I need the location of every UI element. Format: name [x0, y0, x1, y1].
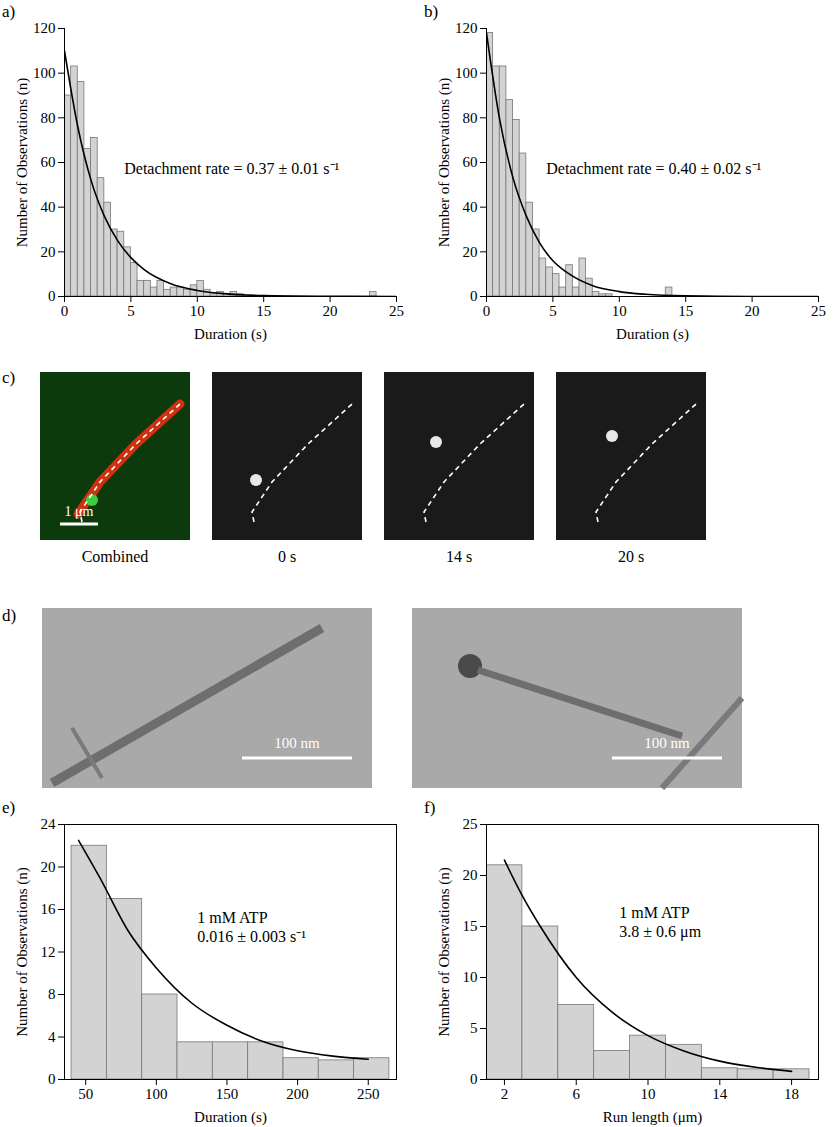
svg-text:Detachment rate = 0.37 ± 0.01: Detachment rate = 0.37 ± 0.01 s⁻¹	[124, 160, 339, 177]
svg-text:Run length (μm): Run length (μm)	[603, 1109, 703, 1126]
svg-text:200: 200	[286, 1086, 309, 1102]
svg-text:50: 50	[78, 1086, 93, 1102]
svg-text:1 mM ATP0.016 ± 0.003 s⁻¹: 1 mM ATP0.016 ± 0.003 s⁻¹	[197, 909, 306, 945]
svg-text:Combined: Combined	[82, 548, 149, 565]
svg-text:0: 0	[48, 288, 56, 304]
svg-text:14: 14	[712, 1086, 728, 1102]
svg-text:Number of Observations (n): Number of Observations (n)	[14, 78, 31, 248]
svg-text:0 s: 0 s	[278, 548, 296, 565]
svg-text:100: 100	[33, 65, 56, 81]
html-text:e): e)	[2, 798, 16, 817]
html-text:f): f)	[424, 798, 436, 817]
svg-text:100 nm: 100 nm	[274, 735, 320, 751]
svg-text:1 mM ATP3.8 ± 0.6 μm: 1 mM ATP3.8 ± 0.6 μm	[619, 904, 701, 941]
svg-text:40: 40	[41, 199, 56, 215]
svg-text:Number of Observations (n): Number of Observations (n)	[436, 867, 453, 1037]
html-text:a): a)	[2, 2, 16, 21]
svg-text:20: 20	[41, 244, 56, 260]
svg-text:25: 25	[463, 816, 478, 832]
svg-text:18: 18	[784, 1086, 799, 1102]
html-text:c): c)	[2, 368, 16, 387]
svg-text:10: 10	[463, 969, 478, 985]
svg-text:20: 20	[323, 303, 338, 319]
svg-text:15: 15	[678, 303, 693, 319]
svg-text:8: 8	[48, 986, 56, 1002]
svg-text:60: 60	[463, 154, 478, 170]
svg-text:2: 2	[501, 1086, 509, 1102]
svg-text:0: 0	[48, 1071, 56, 1087]
svg-text:20: 20	[41, 859, 56, 875]
svg-text:100: 100	[455, 65, 478, 81]
svg-text:20: 20	[745, 303, 760, 319]
html-text:d): d)	[2, 606, 17, 625]
svg-text:12: 12	[41, 944, 56, 960]
svg-text:20 s: 20 s	[618, 548, 644, 565]
svg-text:20: 20	[463, 867, 478, 883]
svg-text:15: 15	[256, 303, 271, 319]
svg-text:100: 100	[145, 1086, 168, 1102]
svg-text:5: 5	[470, 1020, 478, 1036]
svg-text:16: 16	[41, 901, 57, 917]
svg-text:5: 5	[549, 303, 557, 319]
svg-text:24: 24	[41, 816, 57, 832]
svg-text:14 s: 14 s	[446, 548, 472, 565]
svg-text:10: 10	[641, 1086, 656, 1102]
svg-text:150: 150	[216, 1086, 239, 1102]
svg-text:Number of Observations (n): Number of Observations (n)	[436, 78, 453, 248]
svg-text:4: 4	[48, 1029, 56, 1045]
svg-text:Number of Observations (n): Number of Observations (n)	[14, 867, 31, 1037]
svg-text:250: 250	[357, 1086, 380, 1102]
svg-text:1 μm: 1 μm	[65, 504, 94, 519]
svg-text:0: 0	[483, 303, 491, 319]
svg-text:0: 0	[61, 303, 69, 319]
svg-text:25: 25	[811, 303, 826, 319]
svg-text:10: 10	[612, 303, 627, 319]
svg-text:0: 0	[470, 1071, 478, 1087]
svg-text:6: 6	[572, 1086, 580, 1102]
svg-text:15: 15	[463, 918, 478, 934]
svg-text:120: 120	[33, 20, 56, 36]
svg-text:25: 25	[389, 303, 404, 319]
svg-text:Duration (s): Duration (s)	[194, 1109, 267, 1126]
svg-text:Duration (s): Duration (s)	[194, 326, 267, 343]
svg-text:60: 60	[41, 154, 56, 170]
svg-text:20: 20	[463, 244, 478, 260]
svg-text:100 nm: 100 nm	[644, 735, 690, 751]
svg-text:5: 5	[127, 303, 135, 319]
svg-text:0: 0	[470, 288, 478, 304]
svg-text:Duration (s): Duration (s)	[616, 326, 689, 343]
svg-text:10: 10	[190, 303, 205, 319]
svg-text:Detachment rate = 0.40 ± 0.02: Detachment rate = 0.40 ± 0.02 s⁻¹	[546, 160, 761, 177]
svg-text:120: 120	[455, 20, 478, 36]
html-text:b): b)	[424, 2, 439, 21]
svg-text:40: 40	[463, 199, 478, 215]
svg-text:80: 80	[463, 110, 478, 126]
svg-text:80: 80	[41, 110, 56, 126]
